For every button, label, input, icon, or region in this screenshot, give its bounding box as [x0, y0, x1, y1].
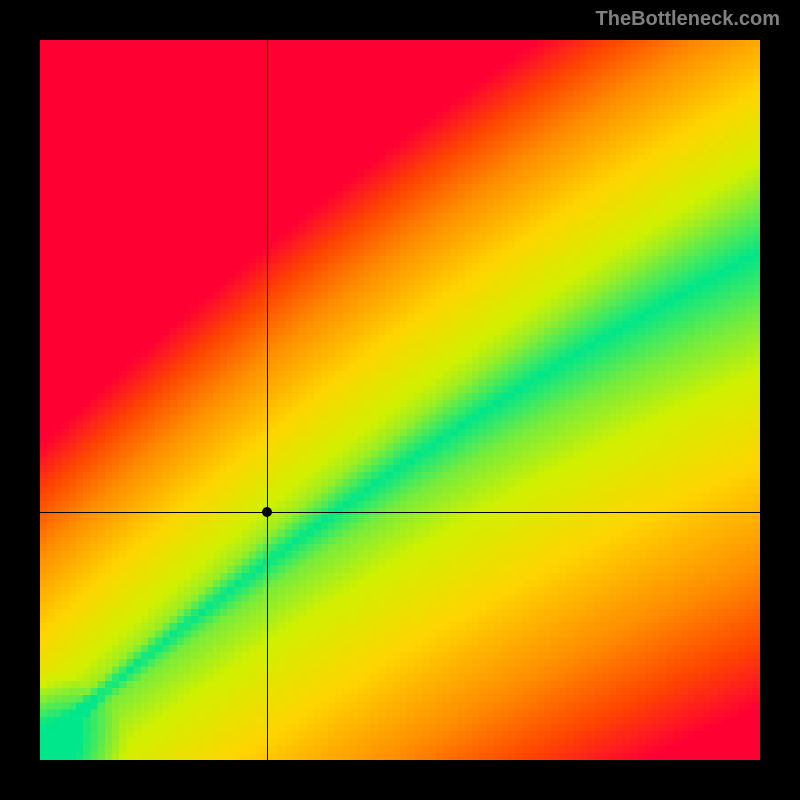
heatmap-canvas [40, 40, 760, 760]
chart-container: TheBottleneck.com [0, 0, 800, 800]
crosshair-horizontal [40, 512, 760, 513]
crosshair-point [262, 507, 272, 517]
watermark-text: TheBottleneck.com [596, 8, 780, 31]
plot-area [40, 40, 760, 760]
crosshair-vertical [267, 40, 268, 760]
